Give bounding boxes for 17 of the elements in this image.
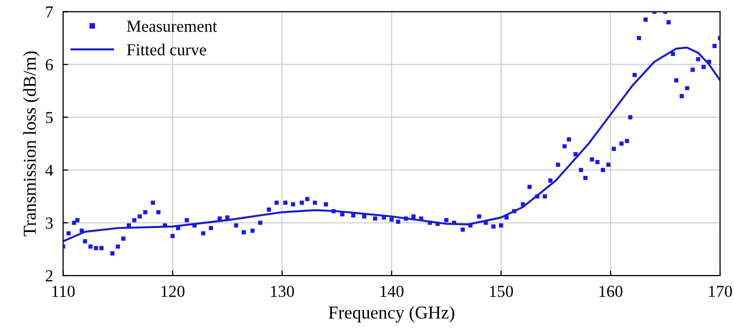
x-tick-label: 150	[490, 286, 513, 297]
legend-label: Measurement	[126, 20, 218, 32]
x-tick-label: 120	[162, 286, 184, 297]
y-tick-label: 3	[46, 218, 53, 229]
y-tick-label: 2	[46, 270, 52, 282]
x-tick-label: 140	[380, 286, 404, 297]
legend-label: Fitted curve	[126, 44, 206, 56]
x-tick-label: 170	[709, 286, 732, 297]
x-tick-label: 110	[52, 286, 75, 297]
y-tick-label: 6	[46, 59, 53, 70]
y-axis-title: Transmission loss (dB/m)	[23, 51, 40, 236]
y-tick-label: 7	[46, 6, 53, 18]
y-tick-label: 4	[45, 164, 54, 176]
x-axis-title: Frequency (GHz)	[328, 306, 454, 322]
x-tick-label: 130	[271, 286, 294, 297]
y-tick-label: 5	[46, 112, 53, 124]
x-tick-label: 160	[600, 286, 622, 297]
